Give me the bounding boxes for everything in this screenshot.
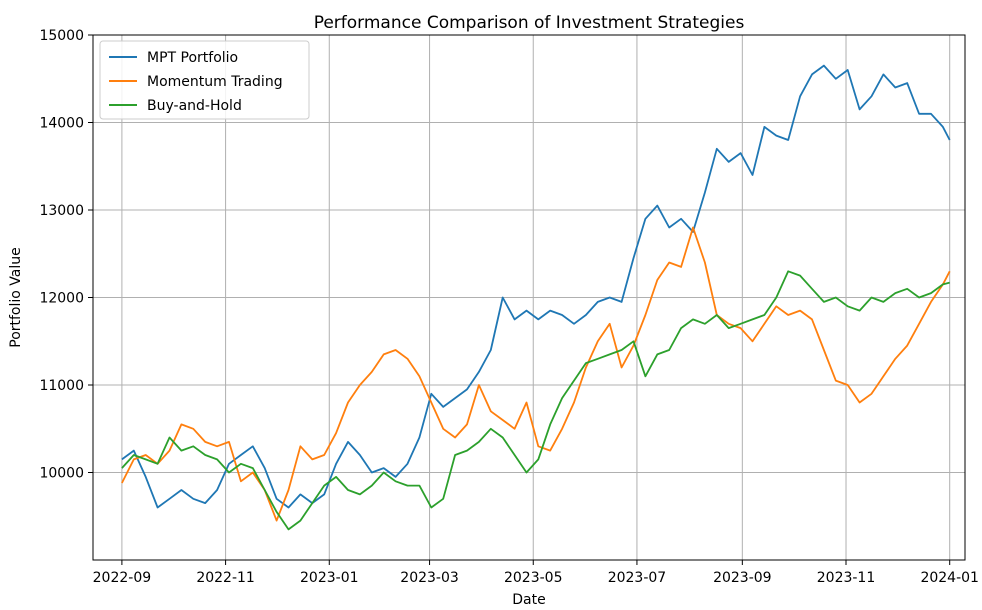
x-axis: 2022-09 2022-11 2023-01 2023-03 2023-05 2023-… (93, 560, 979, 586)
series-line-1 (121, 64, 951, 509)
x-tick-label: 2022-09 (93, 570, 152, 586)
series-layer (121, 64, 951, 531)
series-line-2 (121, 226, 951, 522)
y-tick-label: 14000 (39, 116, 84, 132)
y-axis-label: Portfolio Value (8, 247, 24, 348)
y-axis: 10000 11000 12000 13000 14000 15000 (39, 28, 93, 482)
y-tick-label: 11000 (39, 378, 84, 394)
grid-lines (93, 34, 965, 560)
y-tick-label: 13000 (39, 203, 84, 219)
legend-label: Buy-and-Hold (147, 98, 242, 114)
x-tick-label: 2023-07 (608, 570, 667, 586)
x-tick-label: 2023-05 (504, 570, 563, 586)
x-tick-label: 2023-11 (817, 570, 876, 586)
legend-label: Momentum Trading (147, 74, 283, 90)
x-axis-label: Date (512, 592, 545, 608)
x-tick-label: 2023-09 (713, 570, 772, 586)
x-tick-label: 2022-11 (196, 570, 255, 586)
y-tick-label: 12000 (39, 291, 84, 307)
legend-label: MPT Portfolio (147, 50, 238, 66)
legend-box (99, 40, 310, 120)
x-tick-label: 2023-01 (300, 570, 359, 586)
y-tick-label: 10000 (39, 466, 84, 482)
series-line-3 (121, 270, 950, 531)
legend: MPT Portfolio Momentum Trading Buy-and-Hol… (99, 40, 310, 120)
y-tick-label: 15000 (39, 28, 84, 44)
x-tick-label: 2024-01 (920, 570, 979, 586)
x-tick-label: 2023-03 (400, 570, 459, 586)
chart-title: Performance Comparison of Investment Str… (314, 13, 745, 33)
